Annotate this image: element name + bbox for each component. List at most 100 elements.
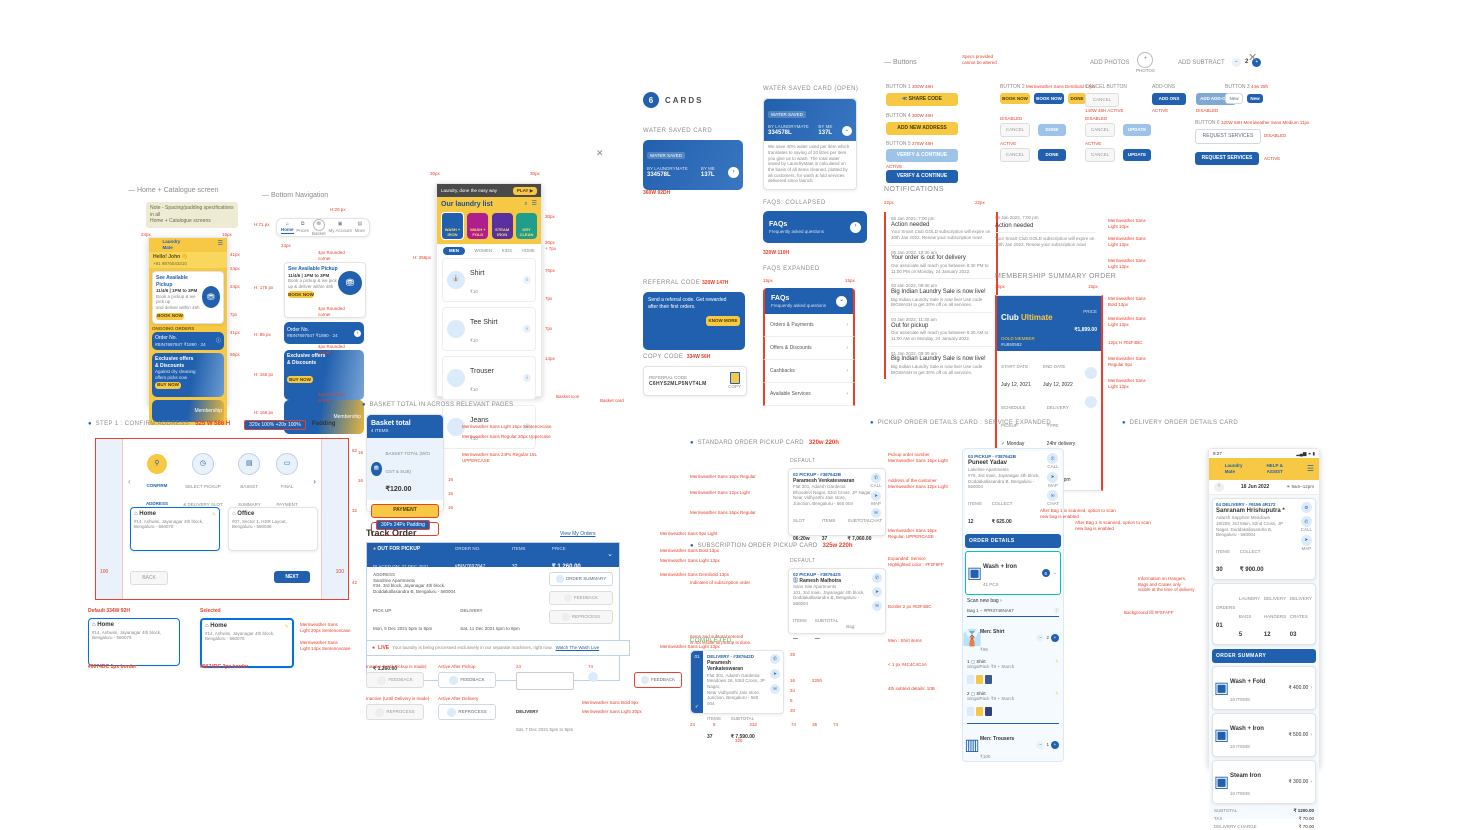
offers-banner[interactable]: Exclusive offers & Discounts Against dry… — [152, 353, 224, 398]
scan-new-bag-link[interactable]: Scan new bag — [967, 598, 999, 605]
notification-item[interactable]: 05 Jan 2022, 7:00 pm Action needed Your … — [889, 212, 993, 246]
verify-continue-disabled-button[interactable]: VERIFY & CONTINUE — [886, 149, 958, 162]
chat-icon[interactable]: ✉ — [872, 601, 882, 611]
info-icon[interactable]: i — [523, 423, 531, 432]
minus-button[interactable]: − — [1036, 633, 1045, 642]
feedback-active-button[interactable]: FEEDBACK — [438, 672, 496, 688]
buy-now-button[interactable]: BUY NOW — [287, 376, 313, 383]
call-icon[interactable]: ✆ — [770, 654, 780, 664]
reprocess-button-disabled[interactable]: REPROCESS — [549, 610, 613, 624]
chat-icon[interactable]: ✉ — [770, 684, 780, 694]
slot-value[interactable]: ☀ 9am–12pm — [1286, 484, 1314, 490]
know-more-button[interactable]: KNOW MORE — [706, 316, 740, 326]
feedback-disabled-button[interactable]: FEEDBACK — [366, 672, 424, 688]
stepper-prev-icon[interactable]: ‹ — [128, 476, 131, 486]
plus-button[interactable]: + — [1051, 633, 1059, 642]
book-now-button[interactable]: BOOK NOW — [156, 312, 184, 320]
cancel-button[interactable]: CANCEL — [1085, 93, 1119, 107]
info-icon[interactable]: i — [523, 325, 531, 334]
water-saved-card-open[interactable]: WATER SAVED BY LAUNDRYMATE 334578L BY ME 1… — [763, 98, 857, 190]
new-chip-default[interactable]: New — [1225, 93, 1243, 104]
edit-icon[interactable]: ✎ — [1055, 658, 1059, 664]
done-button[interactable]: DONE — [1068, 93, 1086, 104]
next-button[interactable]: NEXT — [274, 571, 310, 583]
notification-item[interactable]: 03 Jan 2022, 09:30 am Big Indian Laundry… — [889, 279, 993, 314]
tab-kids[interactable]: KIDS — [501, 248, 513, 254]
tile-wash-fold[interactable]: WASH + FOLD — [467, 213, 489, 240]
nav-home[interactable]: ⌂ Home — [281, 220, 294, 235]
photo-thumb[interactable] — [985, 674, 992, 684]
tile-dry-clean[interactable]: DRY CLEAN — [515, 213, 537, 240]
map-icon[interactable]: ➤ — [1047, 471, 1059, 483]
view-my-orders-link[interactable]: View My Orders — [560, 531, 596, 537]
nav-prices[interactable]: ⧉ Prices — [296, 221, 309, 233]
close-icon[interactable]: ✕ — [596, 148, 604, 158]
summary-row[interactable]: ▣ Wash + Iron 10 ITEMS ₹ 500.00 › — [1212, 713, 1316, 758]
play-button[interactable]: PLAY ▶ — [513, 186, 537, 195]
update-active-button[interactable]: UPDATE — [1123, 149, 1151, 161]
order-card[interactable]: Order No. #BIN7697847 ₹1890 · 24 ⓘ — [152, 332, 224, 351]
cancel-disabled-button[interactable]: CANCEL — [1000, 123, 1030, 137]
faq-collapsed-card[interactable]: FAQs Frequently asked questions › — [763, 211, 867, 243]
tile-wash-iron[interactable]: WASH + IRON — [441, 212, 464, 241]
minus-button[interactable]: − — [1232, 58, 1241, 67]
membership-card[interactable]: Membership — [152, 400, 224, 423]
list-item[interactable]: Jeans ₹10 i — [442, 405, 536, 450]
done-disabled-button[interactable]: DONE — [1038, 124, 1066, 136]
book-now-blue-button[interactable]: BOOK NOW — [1034, 93, 1064, 104]
minus-button[interactable]: − — [1036, 741, 1045, 750]
settings-icon[interactable]: ⚙ — [1300, 502, 1312, 513]
faq-item[interactable]: Offers & Discounts › — [763, 337, 855, 360]
address-card-selected[interactable]: ⌂ Home ✎ #14, Ashwini, Jayanagar 4th bloc… — [200, 618, 294, 668]
faq-expanded-header[interactable]: FAQs Frequently asked questions ⌄ — [763, 288, 855, 314]
chevron-right-icon[interactable]: › — [728, 167, 739, 179]
order-summary-button[interactable]: ORDER SUMMARY — [549, 572, 613, 586]
summary-row[interactable]: ▣ Wash + Fold 10 ITEMS ₹ 400.00 › — [1212, 666, 1316, 711]
feedback-button-disabled[interactable]: FEEDBACK — [549, 591, 613, 605]
info-icon[interactable]: ⓘ — [1054, 607, 1060, 613]
book-now-yellow-button[interactable]: BOOK NOW — [1000, 93, 1030, 104]
subscription-pickup-card[interactable]: 02 PICKUP - #387642S Ⓢ Ramesh Malhotra S… — [788, 568, 886, 642]
done-active-button[interactable]: DONE — [1038, 149, 1066, 161]
hamburger-icon[interactable]: ☰ — [1306, 463, 1314, 473]
map-icon[interactable]: ➤ — [1300, 534, 1312, 546]
step-confirm-address[interactable]: ⚲ CONFIRM ADDRESS — [146, 454, 168, 510]
address-card-default[interactable]: ⌂ Home #14, Ashwini, Jayanagar 4th block… — [88, 618, 180, 666]
map-icon[interactable]: ➤ — [770, 669, 780, 679]
chevron-down-icon[interactable]: ⌄ — [607, 551, 613, 559]
faq-item[interactable]: Orders & Payments › — [763, 314, 855, 337]
info-icon[interactable]: i — [523, 374, 531, 383]
search-icon[interactable]: ⌕ — [524, 200, 528, 207]
input-field[interactable] — [516, 672, 574, 690]
nav-account[interactable]: ▣ My Account — [328, 221, 352, 233]
tab-women[interactable]: WOMEN — [474, 248, 493, 254]
chevron-up-icon[interactable]: ⌄ — [842, 125, 852, 136]
address-card-office[interactable]: ⌂ Office #07, Sector 1, HSR Layout, Beng… — [228, 507, 318, 551]
summary-row[interactable]: ▣ Steam Iron 10 ITEMS ₹ 300.00 › — [1212, 760, 1316, 805]
service-row-expanded[interactable]: ▣ Wash + Iron 41 PCS 6 ⌄ — [965, 551, 1061, 596]
feedback-mini-button[interactable]: FEEDBACK — [634, 672, 682, 688]
chat-icon[interactable]: ✉ — [871, 508, 882, 519]
notification-item[interactable]: 03 Jan 2022, 11:30 am Out for pickup Our… — [889, 313, 993, 347]
tile-steam-iron[interactable]: STEAM IRON — [491, 213, 513, 240]
plus-button[interactable]: + — [1252, 58, 1262, 67]
cancel-active-button[interactable]: CANCEL — [1085, 148, 1115, 162]
info-icon[interactable]: i — [354, 329, 361, 337]
address-card-home[interactable]: ⌂ Home ✎ #14, Ashwini, Jayanagar 4th bloc… — [130, 507, 220, 551]
call-icon[interactable]: ✆ — [871, 473, 882, 483]
hamburger-icon[interactable]: ☰ — [217, 241, 223, 248]
cancel-active-button[interactable]: CANCEL — [1000, 148, 1030, 162]
watch-wash-live-link[interactable]: Watch The Wash Live — [555, 645, 600, 651]
edit-icon[interactable]: ✎ — [211, 511, 216, 518]
chevron-down-icon[interactable]: ⌄ — [1052, 570, 1057, 577]
help-assist-label[interactable]: HELP & ASSIST — [1266, 463, 1283, 474]
faq-item[interactable]: Cashbacks › — [763, 360, 855, 383]
plus-button[interactable]: + — [1051, 741, 1059, 750]
call-icon[interactable]: ✆ — [1300, 516, 1312, 527]
reprocess-disabled-button[interactable]: REPROCESS — [366, 704, 424, 720]
step-basket-summary[interactable]: ▤ BASKET SUMMARY — [238, 453, 261, 511]
add-ons-button[interactable]: ADD ONS — [1152, 93, 1186, 105]
back-button[interactable]: BACK — [130, 571, 168, 585]
cancel-disabled-button[interactable]: CANCEL — [1085, 123, 1115, 137]
completed-delivery-card[interactable]: 01 ✓ DELIVERY - #387642D Paramesh Venkat… — [690, 650, 784, 740]
